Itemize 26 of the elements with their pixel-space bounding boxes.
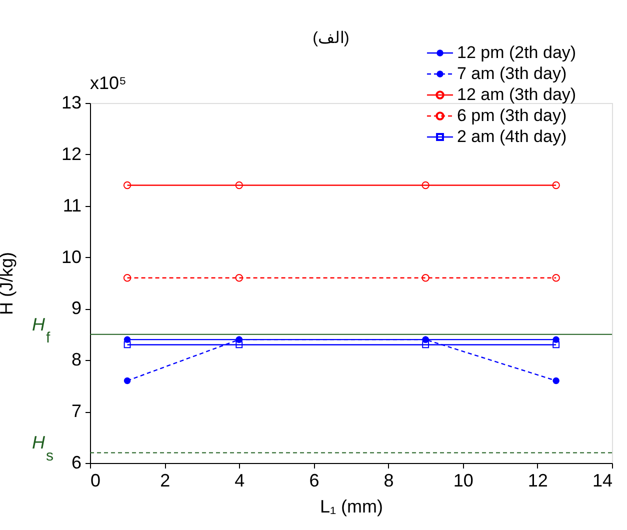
x-axis-title: L₁ (mm) xyxy=(320,496,384,516)
legend-label: 2 am (4th day) xyxy=(457,127,567,146)
legend-label: 7 am (3th day) xyxy=(457,64,567,83)
x-tick-label: 14 xyxy=(592,470,612,490)
x-tick-label: 8 xyxy=(384,470,394,490)
y-tick-label: 12 xyxy=(61,144,82,164)
x-tick-label: 10 xyxy=(453,470,474,490)
y-tick-label: 6 xyxy=(71,452,82,472)
legend-label: 12 pm (2th day) xyxy=(457,43,576,62)
y-tick-label: 9 xyxy=(71,298,82,318)
y-tick-label: 11 xyxy=(62,195,82,216)
ref-line-label: Hs xyxy=(32,432,54,465)
y-tick-label: 7 xyxy=(71,401,82,422)
text: x10⁵ xyxy=(90,73,126,93)
y-tick-label: 13 xyxy=(61,92,82,112)
legend-label: 6 pm (3th day) xyxy=(457,106,567,125)
x-tick-label: 2 xyxy=(160,470,170,490)
chart-title: (الف) xyxy=(312,30,350,47)
y-tick-label: 10 xyxy=(61,246,82,267)
y-tick-label: 8 xyxy=(71,350,82,370)
x-tick-label: 4 xyxy=(234,470,245,490)
ref-line-label: Hf xyxy=(32,314,51,346)
x-tick-label: 6 xyxy=(309,470,320,490)
x-tick-label: 0 xyxy=(90,470,101,490)
x-tick-label: 12 xyxy=(528,470,548,490)
legend-label: 12 am (3th day) xyxy=(457,85,576,104)
